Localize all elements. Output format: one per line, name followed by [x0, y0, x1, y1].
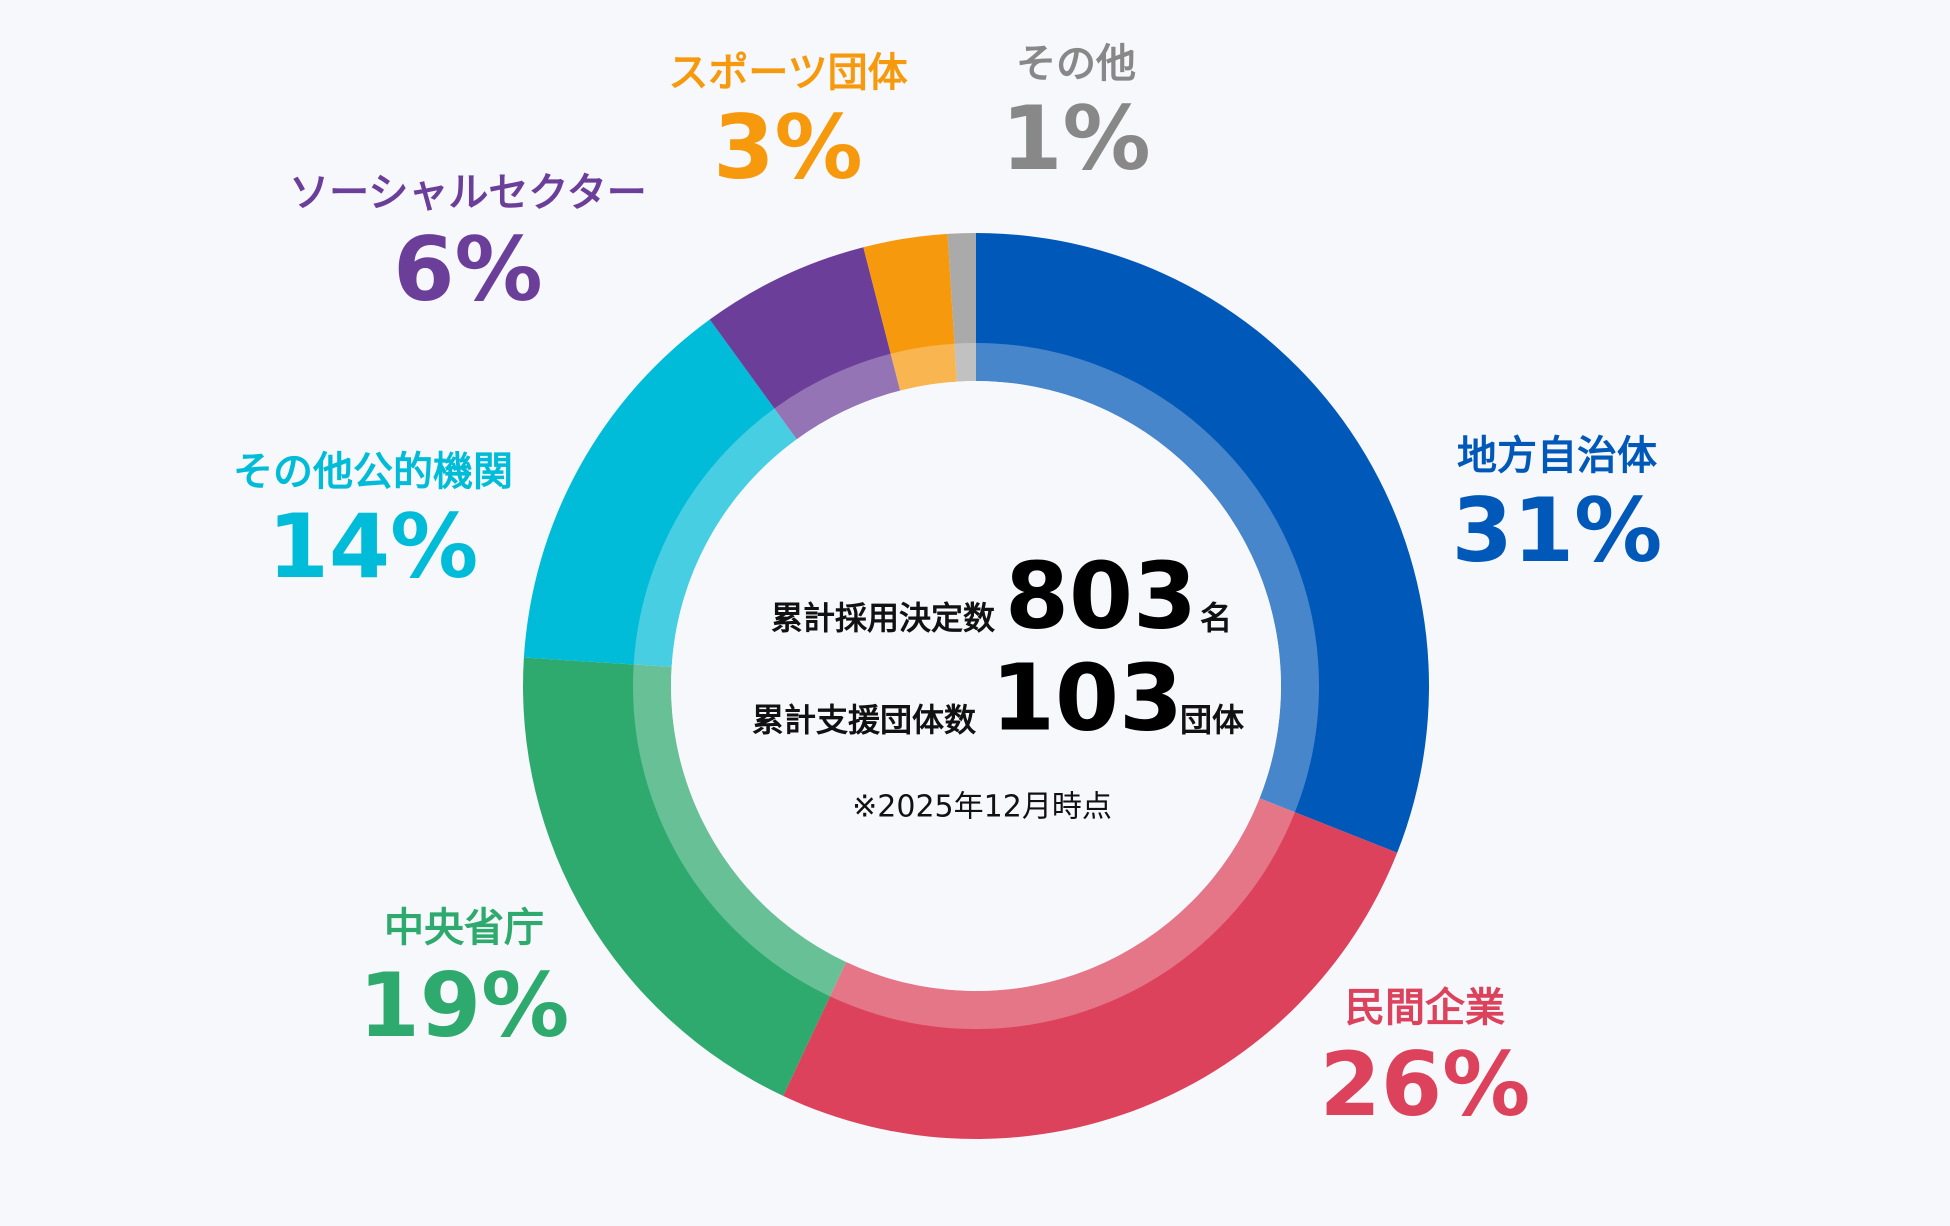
donut [523, 233, 1429, 1139]
segment-label: 民間企業 [1345, 985, 1505, 1031]
segment [976, 233, 1429, 853]
segment [709, 247, 901, 440]
segment [783, 798, 1398, 1139]
orgs-label: 累計支援団体数 [752, 701, 977, 739]
segment-label: その他 [1016, 41, 1136, 87]
orgs-unit: 団体 [1180, 701, 1244, 739]
segment-label: その他公的機関 [233, 449, 513, 495]
hires-label: 累計採用決定数 [771, 599, 996, 637]
segment-value: 14% [268, 495, 479, 598]
note: ※2025年12月時点 [852, 790, 1112, 825]
segment-value: 31% [1452, 479, 1663, 582]
segment-label: スポーツ団体 [668, 50, 907, 96]
donut-hole [671, 381, 1281, 991]
hires-value: 803 [1005, 542, 1197, 649]
segment-value: 6% [393, 218, 542, 321]
segment-value: 1% [1001, 87, 1150, 190]
hires-unit: 名 [1200, 599, 1232, 637]
orgs-value: 103 [991, 644, 1183, 751]
segment-value: 26% [1320, 1033, 1531, 1136]
segment [523, 657, 847, 1096]
segment [523, 319, 797, 667]
segment-label: 地方自治体 [1457, 433, 1657, 479]
segment [863, 233, 957, 391]
segment-label: 中央省庁 [384, 905, 544, 951]
segment [947, 233, 976, 382]
segment-value: 3% [713, 96, 862, 199]
segment-label: ソーシャルセクター [289, 170, 647, 216]
inner-band [633, 343, 1319, 1029]
segment-value: 19% [359, 954, 570, 1057]
